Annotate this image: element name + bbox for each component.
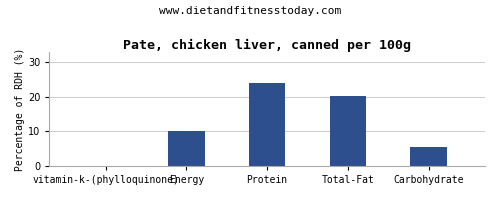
Bar [168,131,204,166]
Title: Pate, chicken liver, canned per 100g: Pate, chicken liver, canned per 100g [123,39,411,52]
Bar [410,147,446,166]
Y-axis label: Percentage of RDH (%): Percentage of RDH (%) [15,47,25,171]
Text: www.dietandfitnesstoday.com: www.dietandfitnesstoday.com [159,6,341,16]
Bar [249,83,285,166]
Bar [330,96,366,166]
